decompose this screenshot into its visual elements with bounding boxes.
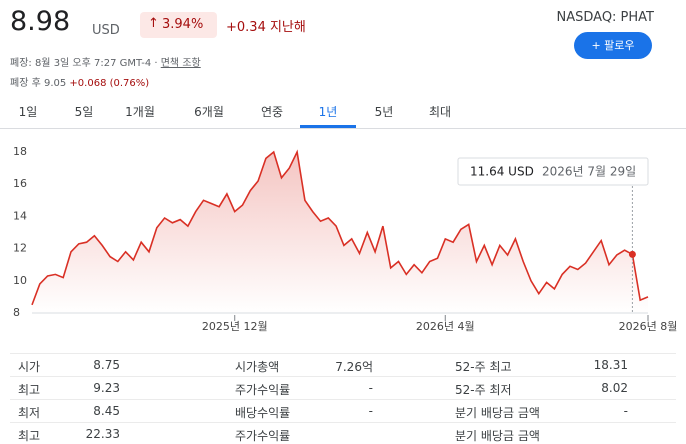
tab-underline	[300, 125, 356, 128]
row-separator	[10, 399, 676, 400]
stat-value: 8.02	[601, 381, 628, 395]
row-separator	[10, 353, 676, 354]
tab[interactable]: 1년	[318, 105, 338, 119]
stat-value: -	[623, 404, 628, 418]
follow-button[interactable]: + 팔로우	[574, 32, 652, 59]
stat-value: 8.75	[93, 358, 120, 372]
follow-label: 팔로우	[604, 39, 635, 52]
stat-label: 최고	[18, 429, 41, 443]
currency: USD	[92, 23, 120, 38]
tab[interactable]: 최대	[428, 105, 452, 119]
exchange: NASDAQ: PHAT	[556, 10, 655, 25]
hover-dot	[628, 250, 636, 258]
tab[interactable]: 1일	[18, 105, 38, 119]
stat-value: -	[368, 404, 373, 418]
stat-label: 시가	[18, 360, 41, 374]
y-tick-label: 16	[13, 177, 27, 190]
stat-value: 22.33	[85, 427, 120, 441]
stat-label: 분기 배당금 금액	[455, 406, 540, 420]
y-tick-label: 10	[13, 274, 27, 287]
y-tick-label: 18	[13, 145, 27, 158]
stat-value: -	[368, 381, 373, 395]
separator	[0, 128, 686, 129]
stat-value: 18.31	[593, 358, 628, 372]
x-tick-label: 2025년 12월	[202, 320, 268, 333]
stat-value: 9.23	[93, 381, 120, 395]
y-tick-label: 12	[13, 242, 27, 255]
stat-label: 배당수익률	[235, 406, 291, 420]
tooltip-date: 2026년 7월 29일	[542, 165, 636, 179]
after-hours: 폐장 후 9.05 +0.068 (0.76%)	[10, 74, 149, 89]
stat-value: 8.45	[93, 404, 120, 418]
price-line	[31, 149, 649, 306]
price: 8.98	[10, 6, 71, 37]
stat-label: 최고	[18, 383, 41, 397]
stat-label: 주가수익률	[235, 383, 291, 397]
change-abs: +0.34 지난해	[226, 20, 306, 35]
stat-label: 주가수익률	[235, 429, 291, 443]
change-pct: 3.94%	[162, 17, 204, 32]
y-tick-label: 14	[13, 209, 27, 222]
stat-label: 분기 배당금 금액	[455, 429, 540, 443]
tab[interactable]: 연중	[260, 105, 284, 119]
stat-label: 52-주 최저	[455, 383, 512, 397]
disclaimer[interactable]: 면책 조항	[160, 58, 201, 69]
stat-value: 7.26억	[335, 360, 373, 374]
x-tick-label: 2026년 4월	[416, 320, 475, 333]
area	[32, 152, 648, 313]
x-tick-label: 2026년 8월	[619, 320, 678, 333]
tab[interactable]: 1개월	[125, 105, 155, 119]
stat-label: 최저	[18, 406, 41, 420]
row-separator	[10, 422, 676, 423]
after-hours-price: 9.05	[43, 78, 67, 89]
after-hours-change: +0.068 (0.76%)	[69, 78, 150, 89]
stat-label: 52-주 최고	[455, 360, 512, 374]
closed: 폐장: 8월 3일 오후 7:27 GMT-4	[10, 58, 152, 69]
tooltip-box	[457, 157, 649, 186]
stat-label: 시가총액	[235, 360, 280, 374]
tab[interactable]: 6개월	[194, 105, 224, 119]
closed-info: 폐장: 8월 3일 오후 7:27 GMT-4 · 면책 조항	[10, 58, 201, 69]
after-hours-label: 폐장 후	[10, 78, 41, 89]
change-badge: ↑ 3.94%	[140, 12, 217, 38]
tab[interactable]: 5년	[374, 105, 394, 119]
arrow: ↑	[148, 16, 159, 31]
y-tick-label: 8	[13, 306, 20, 319]
tab[interactable]: 5일	[74, 105, 94, 119]
row-separator	[10, 376, 676, 377]
tooltip-value: 11.64 USD	[470, 165, 534, 179]
